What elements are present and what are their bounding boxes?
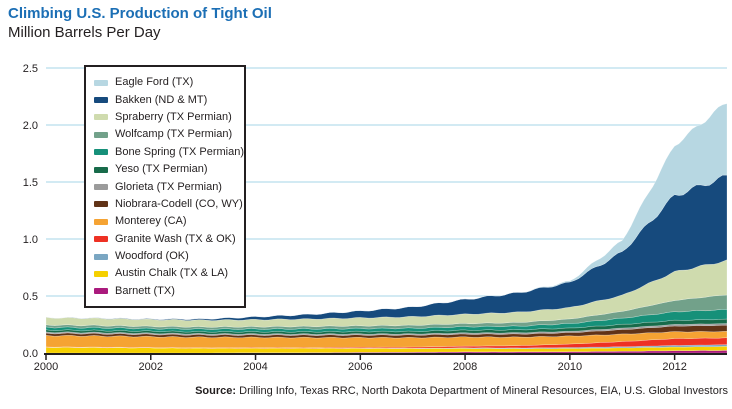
legend-swatch xyxy=(94,201,108,208)
legend-item: Granite Wash (TX & OK) xyxy=(94,231,238,248)
x-tick-label: 2002 xyxy=(138,361,163,373)
area-series-eagle-ford-tx xyxy=(45,103,728,320)
x-tick-label: 2010 xyxy=(557,361,583,373)
legend-item: Barnett (TX) xyxy=(94,283,238,300)
legend-swatch xyxy=(94,79,108,86)
source-text: Drilling Info, Texas RRC, North Dakota D… xyxy=(236,385,728,397)
legend-label: Bone Spring (TX Permian) xyxy=(115,145,244,158)
legend-label: Monterey (CA) xyxy=(115,215,187,228)
legend-item: Eagle Ford (TX) xyxy=(94,74,238,91)
legend-swatch xyxy=(94,149,108,156)
page-title: Climbing U.S. Production of Tight Oil xyxy=(8,5,272,22)
legend-item: Austin Chalk (TX & LA) xyxy=(94,265,238,282)
legend-item: Yeso (TX Permian) xyxy=(94,161,238,178)
legend-label: Barnett (TX) xyxy=(115,284,175,297)
y-tick-label: 0.5 xyxy=(22,290,38,303)
legend-swatch xyxy=(94,236,108,243)
y-tick-label: 0.0 xyxy=(22,347,38,360)
chart-legend: Eagle Ford (TX) Bakken (ND & MT) Spraberry… xyxy=(84,65,246,309)
source-attribution: Source: Drilling Info, Texas RRC, North … xyxy=(195,385,728,397)
y-tick-label: 2.5 xyxy=(22,62,38,75)
legend-swatch xyxy=(94,184,108,191)
y-tick-label: 1.0 xyxy=(22,233,38,246)
chart-units-subtitle: Million Barrels Per Day xyxy=(8,24,161,41)
legend-swatch xyxy=(94,288,108,295)
legend-swatch xyxy=(94,270,108,277)
legend-swatch xyxy=(94,114,108,121)
legend-label: Bakken (ND & MT) xyxy=(115,93,208,106)
legend-label: Austin Chalk (TX & LA) xyxy=(115,267,229,280)
y-tick-label: 1.5 xyxy=(22,176,38,189)
legend-swatch xyxy=(94,166,108,173)
x-tick-label: 2004 xyxy=(243,361,268,373)
legend-swatch xyxy=(94,97,108,104)
legend-swatch xyxy=(94,131,108,138)
legend-label: Wolfcamp (TX Permian) xyxy=(115,128,233,141)
legend-item: Wolfcamp (TX Permian) xyxy=(94,126,238,143)
legend-swatch xyxy=(94,218,108,225)
legend-item: Monterey (CA) xyxy=(94,213,238,230)
x-tick-label: 2008 xyxy=(452,361,478,373)
legend-item: Bakken (ND & MT) xyxy=(94,91,238,108)
x-tick-label: 2012 xyxy=(662,361,687,373)
legend-item: Bone Spring (TX Permian) xyxy=(94,144,244,161)
x-tick-label: 2006 xyxy=(348,361,373,373)
legend-swatch xyxy=(94,253,108,260)
y-tick-label: 2.0 xyxy=(22,119,38,132)
legend-label: Granite Wash (TX & OK) xyxy=(115,232,236,245)
legend-label: Glorieta (TX Permian) xyxy=(115,180,222,193)
legend-label: Eagle Ford (TX) xyxy=(115,76,194,89)
legend-label: Yeso (TX Permian) xyxy=(115,163,208,176)
legend-label: Woodford (OK) xyxy=(115,250,189,263)
x-tick-label: 2000 xyxy=(33,361,59,373)
legend-item: Niobrara-Codell (CO, WY) xyxy=(94,196,243,213)
legend-label: Niobrara-Codell (CO, WY) xyxy=(115,197,243,210)
legend-item: Spraberry (TX Permian) xyxy=(94,109,238,126)
source-label: Source: xyxy=(195,385,237,397)
legend-item: Woodford (OK) xyxy=(94,248,238,265)
legend-label: Spraberry (TX Permian) xyxy=(115,110,232,123)
legend-item: Glorieta (TX Permian) xyxy=(94,178,238,195)
